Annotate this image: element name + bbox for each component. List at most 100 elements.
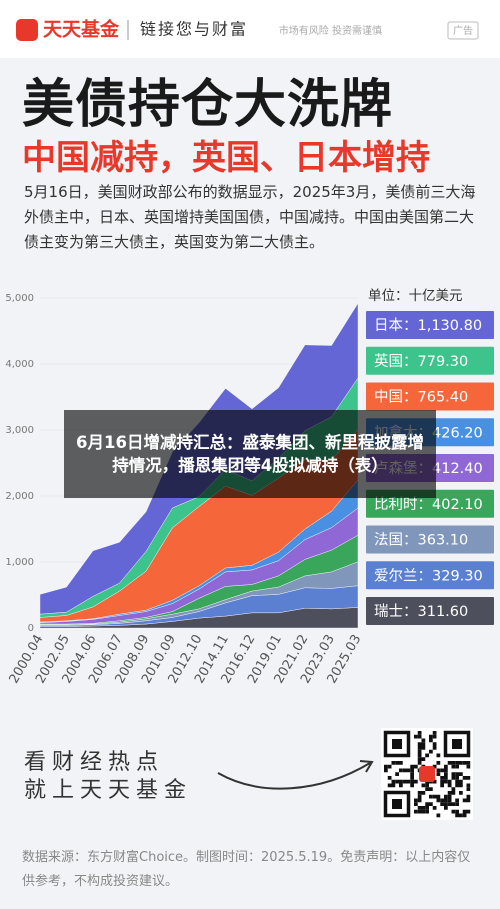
promo-line: 看财经热点 [24, 750, 165, 775]
qr-cell [455, 761, 459, 765]
qr-cell [455, 772, 459, 776]
legend-entry: 中国：765.40 [374, 389, 468, 406]
unit-label: 单位：十亿美元 [368, 288, 463, 304]
qr-cell [444, 776, 448, 780]
qr-cell [406, 768, 411, 773]
qr-cell [462, 761, 467, 765]
qr-cell [391, 761, 396, 765]
ad-label: 广告 [453, 24, 473, 37]
qr-cell [436, 768, 441, 773]
qr-cell [387, 776, 392, 780]
legend-name: 瑞士 [374, 603, 403, 620]
qr-cell [406, 779, 411, 784]
qr-cell [410, 768, 414, 773]
qr-cell [436, 761, 441, 765]
qr-cell [410, 779, 414, 784]
separator: ： [418, 497, 433, 513]
legend-box [366, 597, 494, 625]
qr-cell [425, 809, 429, 814]
legend-entry: 英国：779.30 [374, 352, 468, 370]
qr-cell [421, 791, 426, 795]
value-label: 311.60 [418, 604, 469, 620]
separator: ： [403, 354, 418, 370]
value-label: 765.40 [418, 390, 469, 406]
qr-cell [451, 761, 456, 765]
separator: ： [403, 533, 418, 549]
qr-cell [391, 779, 396, 784]
qr-cell [425, 783, 429, 788]
qr-cell [447, 798, 452, 803]
qr-cell [455, 779, 459, 784]
qr-finder [392, 799, 402, 809]
y-tick-label: 0 [28, 623, 34, 634]
legend-name: 中国 [374, 389, 403, 406]
value-label: 363.10 [418, 533, 469, 549]
legend-box [366, 311, 494, 339]
value-label: 426.20 [432, 425, 483, 441]
qr-cell [429, 787, 433, 791]
qr-cell [429, 794, 433, 799]
qr-cell [429, 738, 433, 743]
qr-cell [466, 809, 471, 814]
qr-cell [410, 783, 414, 788]
qr-cell [447, 791, 452, 795]
qr-cell [451, 791, 456, 795]
value-label: 1,130.80 [418, 318, 483, 334]
qr-cell [417, 734, 422, 739]
qr-cell [447, 783, 452, 788]
value-label: 779.30 [418, 354, 469, 370]
qr-cell [414, 802, 418, 806]
legend-entry: 比利时：402.10 [374, 496, 483, 513]
qr-cell [451, 802, 456, 806]
header: 天天基金 链接您与财富 市场有风险 投资需谨慎 广告 [0, 0, 500, 58]
qr-cell [440, 783, 444, 788]
qr-cell [459, 813, 463, 818]
qr-cell [440, 779, 444, 784]
overlay-banner[interactable]: 6月16日增减持汇总：盛泰集团、新里程披露增持情况，播恩集团等4股拟减持（表） [64, 410, 436, 498]
legend-entry: 日本：1,130.80 [374, 317, 482, 334]
legend-name: 日本 [374, 317, 403, 334]
qr-cell [440, 798, 444, 803]
qr-cell [440, 776, 444, 780]
qr-cell [462, 809, 467, 814]
qr-cell [459, 791, 463, 795]
qr-cell [436, 813, 441, 818]
qr-cell [414, 779, 418, 784]
qr-cell [410, 764, 414, 769]
qr-finder [383, 730, 411, 758]
promo-line: 就上天天基金 [24, 778, 193, 803]
qr-cell [395, 779, 399, 784]
qr-cell [466, 783, 471, 788]
qr-cell [455, 798, 459, 803]
legend-box [366, 346, 494, 375]
value-label: 329.30 [432, 568, 483, 584]
qr-cell [417, 806, 422, 810]
y-tick-label: 1,000 [5, 557, 34, 568]
qr-cell [466, 787, 471, 791]
qr-cell [432, 731, 437, 735]
qr-code[interactable] [381, 728, 473, 820]
qr-logo [419, 766, 435, 782]
qr-cell [436, 794, 441, 799]
qr-cell [447, 779, 452, 784]
qr-cell [410, 772, 414, 776]
qr-cell [384, 768, 388, 773]
legend-box [366, 525, 494, 554]
qr-cell [425, 806, 429, 810]
qr-cell [432, 794, 437, 799]
qr-cell [451, 787, 456, 791]
qr-cell [444, 772, 448, 776]
brand: 天天基金 [43, 18, 120, 41]
title: 美债持仓大洗牌 [22, 75, 394, 135]
legend-name: 英国 [374, 352, 403, 370]
legend-entry: 法国：363.10 [374, 532, 468, 549]
qr-cell [417, 791, 422, 795]
qr-cell [391, 783, 396, 788]
arrow [217, 760, 374, 790]
qr-cell [417, 757, 422, 761]
value-label: 402.10 [432, 497, 483, 513]
qr-cell [466, 798, 471, 803]
qr-cell [451, 772, 456, 776]
qr-cell [429, 734, 433, 739]
qr-cell [444, 768, 448, 773]
